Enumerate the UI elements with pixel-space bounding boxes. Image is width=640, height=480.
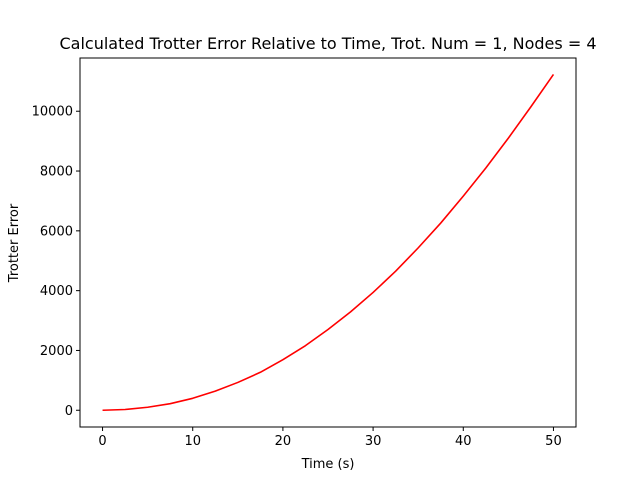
x-tick-label: 50 — [545, 434, 562, 449]
x-tick-label: 10 — [184, 434, 201, 449]
y-tick-label: 2000 — [40, 344, 73, 359]
x-tick-label: 0 — [98, 434, 106, 449]
y-tick-label: 0 — [65, 404, 73, 419]
x-tick-label: 30 — [365, 434, 382, 449]
y-tick-label: 6000 — [40, 224, 73, 239]
x-axis-label: Time (s) — [301, 457, 355, 472]
axes-frame — [79, 57, 577, 428]
y-axis-label: Trotter Error — [7, 203, 22, 283]
series-line-0 — [102, 73, 555, 412]
x-tick-label: 20 — [275, 434, 292, 449]
plot-area: 0 10 20 30 40 50 0 2000 4000 6000 8000 10000 — [32, 57, 577, 449]
y-tick-label: 4000 — [40, 284, 73, 299]
y-tick-label: 10000 — [32, 105, 73, 120]
chart-title: Calculated Trotter Error Relative to Tim… — [60, 34, 597, 53]
x-tick-label: 40 — [455, 434, 472, 449]
y-tick-label: 8000 — [40, 165, 73, 180]
